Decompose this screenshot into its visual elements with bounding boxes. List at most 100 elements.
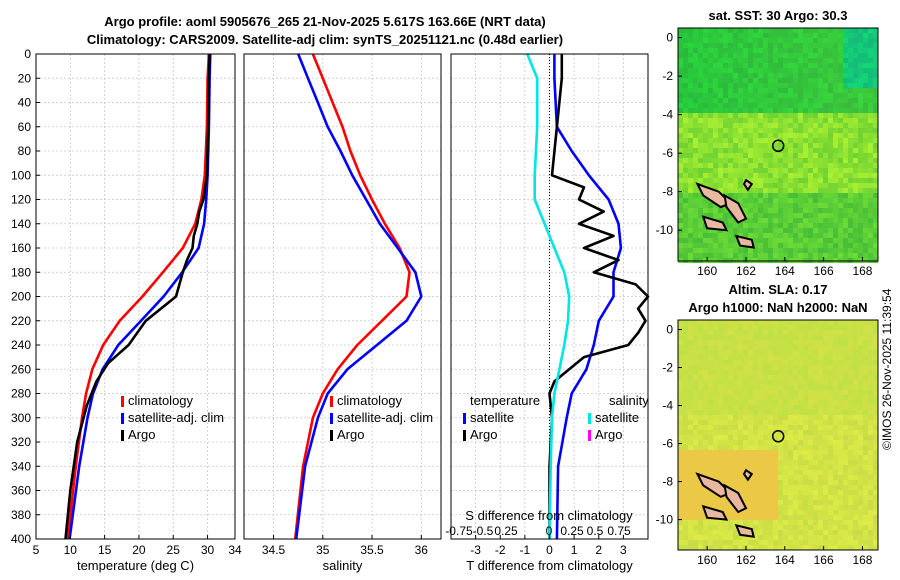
map-4-cell [768, 370, 773, 375]
map-3-cell [843, 163, 848, 168]
map-4-cell [778, 505, 783, 510]
map-3-cell [823, 38, 828, 43]
map-4-cell [693, 350, 698, 355]
map-4-cell [728, 415, 733, 420]
map-4-cell [783, 440, 788, 445]
map-4-cell [743, 485, 748, 490]
map-4-cell [768, 350, 773, 355]
map-4-cell [793, 480, 798, 485]
map-4-cell [798, 505, 803, 510]
map-4-cell [798, 435, 803, 440]
map-3-cell [733, 78, 738, 83]
map-4-cell [773, 545, 778, 550]
map-4-cell [823, 535, 828, 540]
map-4-cell [868, 410, 873, 415]
map-4-cell [838, 535, 843, 540]
map-4-cell [693, 475, 698, 480]
map-3-cell [823, 168, 828, 173]
map-4-cell [808, 390, 813, 395]
map-3-cell [808, 63, 813, 68]
map-3-cell [853, 158, 858, 163]
map-4-cell [793, 360, 798, 365]
map-4-cell [683, 450, 688, 455]
map-3-cell [858, 128, 863, 133]
map-3-cell [873, 53, 878, 58]
map-3-cell [833, 53, 838, 58]
map-4-cell [843, 380, 848, 385]
map-4-cell [843, 530, 848, 535]
map-3-cell [748, 168, 753, 173]
map-4-cell [798, 545, 803, 550]
map-3-cell [813, 128, 818, 133]
map-4-cell [783, 390, 788, 395]
map-3-cell [803, 248, 808, 253]
map-3-cell [768, 123, 773, 128]
map-4-cell [688, 520, 693, 525]
map-3-cell [728, 28, 733, 33]
map-3-cell [793, 188, 798, 193]
map-4-cell [863, 440, 868, 445]
map-3-cell [858, 43, 863, 48]
map-4-cell [778, 350, 783, 355]
map-3-cell [848, 88, 853, 93]
map-3-cell [743, 158, 748, 163]
map-4-cell [723, 375, 728, 380]
map-3-cell [728, 153, 733, 158]
map-4-cell [853, 475, 858, 480]
map-3-cell [853, 98, 858, 103]
map-4-cell [828, 365, 833, 370]
map-4-cell [843, 405, 848, 410]
map-4-cell [688, 495, 693, 500]
map-4-cell [818, 475, 823, 480]
map-3-cell [848, 78, 853, 83]
map-3-cell [873, 133, 878, 138]
map-3-cell [718, 253, 723, 258]
map-4-xtick-3: 166 [814, 553, 834, 567]
map-3-cell [828, 228, 833, 233]
map-4-cell [803, 515, 808, 520]
legend-diff-t-argo-swatch [463, 430, 466, 441]
map-3-cell [818, 218, 823, 223]
map-4-cell [708, 365, 713, 370]
map-4-cell [783, 530, 788, 535]
map-4-cell [723, 415, 728, 420]
map-3-cell [798, 158, 803, 163]
map-3-cell [783, 253, 788, 258]
map-3-cell [753, 68, 758, 73]
map-4-cell [758, 455, 763, 460]
map-4-cell [783, 455, 788, 460]
map-3-cell [703, 63, 708, 68]
map-4-cell [808, 430, 813, 435]
map-4-cell [733, 370, 738, 375]
map-3-cell [718, 38, 723, 43]
map-4-cell [718, 530, 723, 535]
legend-sal-argo-swatch [330, 430, 333, 441]
map-4-cell [713, 535, 718, 540]
map-3-cell [828, 173, 833, 178]
map-4-cell [798, 525, 803, 530]
map-3-cell [868, 43, 873, 48]
map-4-cell [768, 325, 773, 330]
map-4-cell [833, 380, 838, 385]
map-3-cell [753, 38, 758, 43]
map-3-cell [733, 248, 738, 253]
map-3-cell [718, 158, 723, 163]
map-3-cell [708, 118, 713, 123]
map-3-cell [833, 33, 838, 38]
map-4-cell [768, 415, 773, 420]
map-4-cell [713, 395, 718, 400]
map-3-cell [758, 83, 763, 88]
map-4-cell [828, 545, 833, 550]
map-3-cell [783, 48, 788, 53]
map-3-cell [738, 98, 743, 103]
map-4-cell [843, 535, 848, 540]
ytick-label-12: 240 [11, 338, 31, 352]
map-3-cell [863, 98, 868, 103]
map-4-cell [858, 455, 863, 460]
map-3-cell [828, 33, 833, 38]
map-3-cell [698, 218, 703, 223]
map-3-cell [688, 148, 693, 153]
map-3-cell [728, 183, 733, 188]
map-4-cell [678, 375, 683, 380]
map-3-cell [703, 48, 708, 53]
